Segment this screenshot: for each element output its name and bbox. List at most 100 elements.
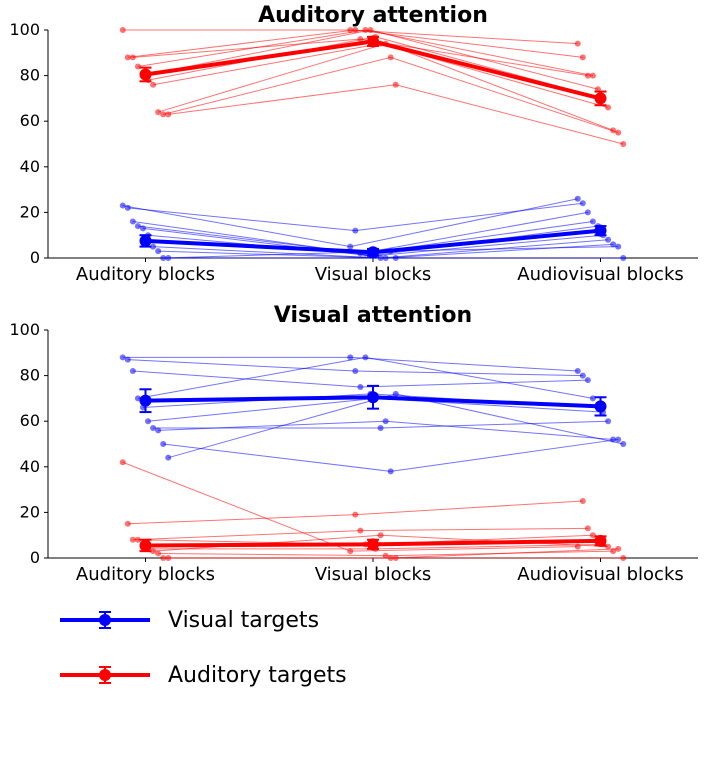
individual-point [585,377,591,383]
individual-point [357,528,363,534]
individual-point [585,525,591,531]
chart-svg: Auditory attention 0 20 40 60 80 100 Auditory b… [0,0,723,766]
x-tick-label: Visual blocks [315,264,432,285]
individual-point [388,468,394,474]
x-tick-label: Audiovisual blocks [517,564,684,585]
individual-point [347,244,353,250]
individual-point [620,255,626,261]
mean-point [140,235,152,247]
individual-point [125,205,131,211]
individual-point [575,368,581,374]
y-tick-label: 20 [20,502,40,521]
y-tick-label: 60 [20,111,40,130]
individual-point [393,255,399,261]
mean-point [367,246,379,258]
mean-point [367,35,379,47]
individual-point [352,512,358,518]
individual-point [580,498,586,504]
individual-line [158,44,613,131]
y-tick-label: 100 [9,320,40,339]
y-tick-label: 80 [20,66,40,85]
individual-point [140,225,146,231]
panel-title: Visual attention [274,303,472,328]
individual-point [165,255,171,261]
individual-point [165,455,171,461]
y-tick-label: 80 [20,366,40,385]
individual-point [155,550,161,556]
mean-point [140,68,152,80]
individual-line [163,57,618,132]
individual-point [605,418,611,424]
individual-point [615,436,621,442]
individual-point [605,237,611,243]
individual-point [165,111,171,117]
individual-point [378,532,384,538]
individual-point [120,459,126,465]
individual-point [130,219,136,225]
mean-point [595,225,607,237]
individual-point [580,54,586,60]
legend-label: Visual targets [168,608,319,633]
individual-line [128,203,583,230]
individual-line [163,439,618,471]
individual-point [620,141,626,147]
individual-point [580,200,586,206]
individual-point [590,219,596,225]
individual-point [620,441,626,447]
individual-point [378,425,384,431]
y-tick-label: 40 [20,457,40,476]
individual-point [393,391,399,397]
individual-point [383,418,389,424]
individual-point [620,555,626,561]
x-tick-label: Auditory blocks [76,264,215,285]
individual-point [580,373,586,379]
individual-point [615,130,621,136]
mean-point [140,395,152,407]
individual-point [393,82,399,88]
mean-point [595,535,607,547]
x-tick-label: Audiovisual blocks [517,264,684,285]
mean-point [140,539,152,551]
individual-point [393,555,399,561]
y-tick-label: 0 [30,548,40,567]
y-tick-label: 100 [9,20,40,39]
individual-point [130,54,136,60]
individual-point [590,73,596,79]
individual-point [160,441,166,447]
legend-marker [99,669,111,681]
individual-point [352,368,358,374]
individual-point [125,521,131,527]
mean-point [367,538,379,550]
individual-point [145,418,151,424]
individual-point [120,27,126,33]
individual-point [155,427,161,433]
individual-line [168,85,623,144]
x-tick-label: Visual blocks [315,564,432,585]
individual-point [362,354,368,360]
panel-title: Auditory attention [258,3,488,28]
individual-point [388,54,394,60]
individual-point [575,41,581,47]
individual-point [367,27,373,33]
panel-auditory_attention: Auditory attention020406080100Auditory b… [9,3,698,285]
individual-point [585,209,591,215]
y-tick-label: 60 [20,411,40,430]
individual-point [615,546,621,552]
y-tick-label: 40 [20,157,40,176]
mean-point [595,400,607,412]
individual-point [130,368,136,374]
legend-marker [99,614,111,626]
mean-line [146,41,601,98]
y-tick-label: 20 [20,202,40,221]
individual-point [165,555,171,561]
individual-point [155,248,161,254]
legend-label: Auditory targets [168,663,347,688]
panel-visual_attention: Visual attention 0 20 40 60 80 100 Auditory blo… [9,303,698,585]
figure-root: { "figure": { "width": 723, "height": 76… [0,0,723,766]
mean-point [595,92,607,104]
individual-point [352,228,358,234]
individual-point [125,357,131,363]
x-tick-label: Auditory blocks [76,564,215,585]
individual-point [150,82,156,88]
legend: Visual targets Auditory targets [60,608,347,688]
